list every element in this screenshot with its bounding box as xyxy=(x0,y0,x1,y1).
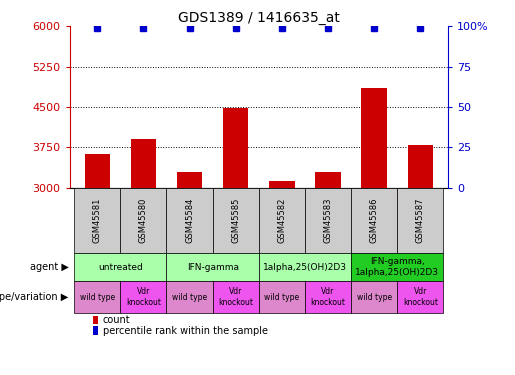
Text: wild type: wild type xyxy=(356,292,392,302)
Bar xyxy=(121,188,166,253)
Bar xyxy=(362,88,387,188)
Text: Vdr
knockout: Vdr knockout xyxy=(311,288,346,307)
Text: wild type: wild type xyxy=(80,292,115,302)
Text: Vdr
knockout: Vdr knockout xyxy=(403,288,438,307)
Bar xyxy=(213,188,259,253)
Text: GSM45582: GSM45582 xyxy=(278,198,286,243)
Bar xyxy=(351,253,443,281)
Bar xyxy=(305,281,351,313)
Title: GDS1389 / 1416635_at: GDS1389 / 1416635_at xyxy=(178,11,340,25)
Text: wild type: wild type xyxy=(172,292,207,302)
Bar xyxy=(74,253,166,281)
Text: 1alpha,25(OH)2D3: 1alpha,25(OH)2D3 xyxy=(263,262,347,272)
Bar xyxy=(259,188,305,253)
Bar xyxy=(269,181,295,188)
Bar xyxy=(351,281,397,313)
Text: wild type: wild type xyxy=(264,292,299,302)
Bar xyxy=(74,281,121,313)
Bar xyxy=(166,253,259,281)
Text: percentile rank within the sample: percentile rank within the sample xyxy=(103,326,268,336)
Bar xyxy=(223,108,248,188)
Text: Vdr
knockout: Vdr knockout xyxy=(218,288,253,307)
Text: agent ▶: agent ▶ xyxy=(30,262,68,272)
Bar xyxy=(408,144,433,188)
Text: count: count xyxy=(103,315,130,325)
Bar xyxy=(397,281,443,313)
Bar xyxy=(259,281,305,313)
Text: GSM45584: GSM45584 xyxy=(185,198,194,243)
Text: IFN-gamma: IFN-gamma xyxy=(186,262,238,272)
Text: GSM45585: GSM45585 xyxy=(231,198,240,243)
Text: GSM45581: GSM45581 xyxy=(93,198,102,243)
Bar xyxy=(213,281,259,313)
Text: Vdr
knockout: Vdr knockout xyxy=(126,288,161,307)
Bar xyxy=(93,326,98,335)
Text: untreated: untreated xyxy=(98,262,143,272)
Text: genotype/variation ▶: genotype/variation ▶ xyxy=(0,292,68,302)
Bar xyxy=(351,188,397,253)
Bar xyxy=(121,281,166,313)
Text: GSM45587: GSM45587 xyxy=(416,198,425,243)
Text: GSM45580: GSM45580 xyxy=(139,198,148,243)
Bar xyxy=(131,139,156,188)
Bar xyxy=(166,188,213,253)
Text: GSM45586: GSM45586 xyxy=(370,198,379,243)
Text: IFN-gamma,
1alpha,25(OH)2D3: IFN-gamma, 1alpha,25(OH)2D3 xyxy=(355,258,439,277)
Text: GSM45583: GSM45583 xyxy=(323,198,333,243)
Bar xyxy=(177,172,202,188)
Bar xyxy=(93,316,98,324)
Bar xyxy=(315,172,341,188)
Bar xyxy=(259,253,351,281)
Bar xyxy=(84,154,110,188)
Bar xyxy=(74,188,121,253)
Bar xyxy=(166,281,213,313)
Bar xyxy=(305,188,351,253)
Bar xyxy=(397,188,443,253)
